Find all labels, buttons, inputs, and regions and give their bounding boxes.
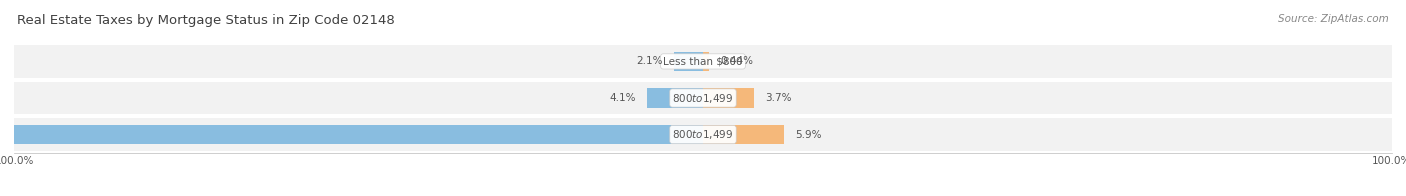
Bar [647, 88, 703, 108]
Bar [703, 88, 754, 108]
Text: 0.44%: 0.44% [720, 56, 754, 66]
Bar [703, 125, 785, 144]
Text: 4.1%: 4.1% [609, 93, 636, 103]
Text: $800 to $1,499: $800 to $1,499 [672, 128, 734, 141]
Text: Real Estate Taxes by Mortgage Status in Zip Code 02148: Real Estate Taxes by Mortgage Status in … [17, 14, 395, 27]
Text: 3.7%: 3.7% [765, 93, 792, 103]
Bar [0, 125, 703, 144]
Bar [14, 119, 1392, 151]
Bar [14, 45, 1392, 77]
Text: 5.9%: 5.9% [796, 130, 823, 140]
Text: $800 to $1,499: $800 to $1,499 [672, 92, 734, 104]
Text: Source: ZipAtlas.com: Source: ZipAtlas.com [1278, 14, 1389, 24]
Bar [703, 52, 709, 71]
Bar [673, 52, 703, 71]
Text: Less than $800: Less than $800 [664, 56, 742, 66]
Text: 2.1%: 2.1% [637, 56, 664, 66]
Bar [14, 82, 1392, 114]
